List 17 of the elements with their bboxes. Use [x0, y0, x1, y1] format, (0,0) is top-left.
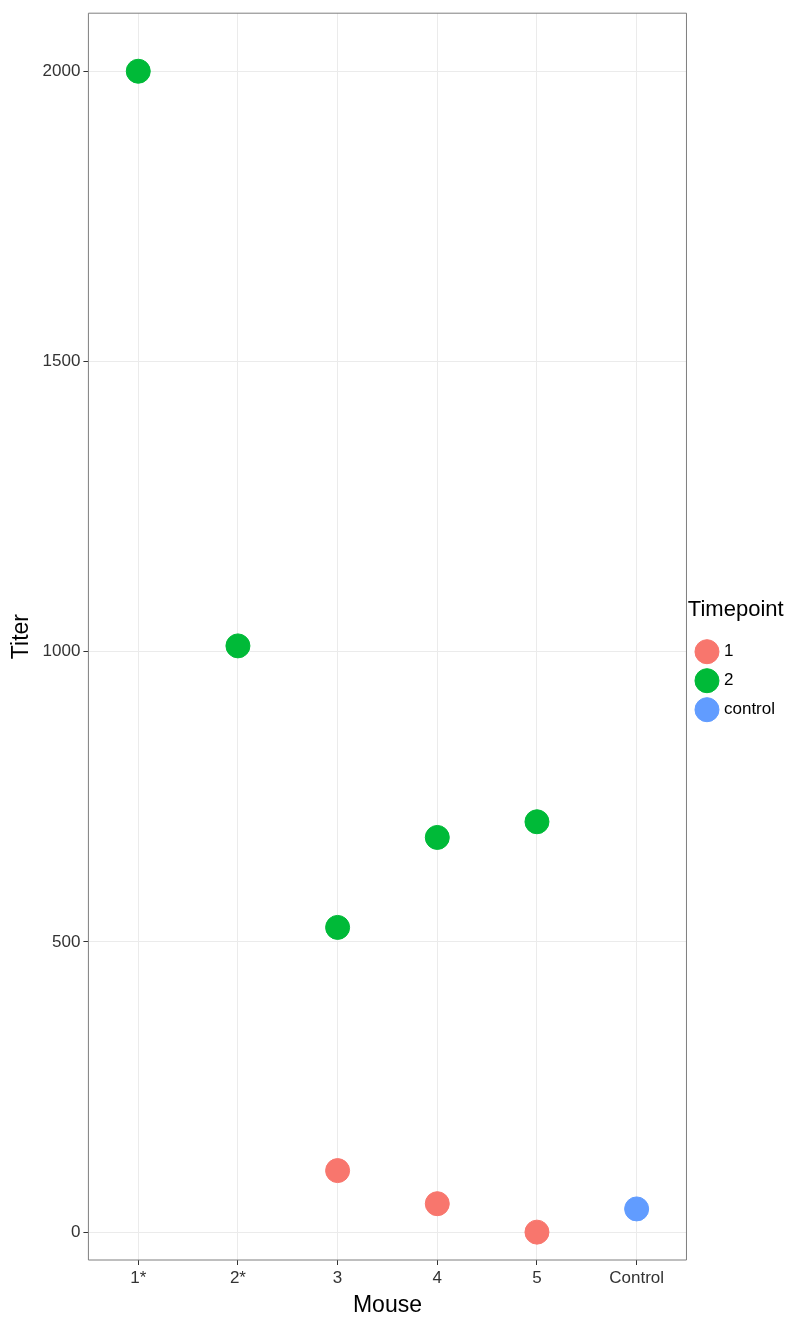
x-tick-label: 4 [432, 1267, 443, 1287]
y-tick-label: 500 [52, 931, 81, 951]
y-tick-label: 1000 [42, 641, 81, 661]
x-tick-label: 5 [532, 1267, 542, 1287]
x-axis-title: Mouse [352, 1290, 422, 1317]
x-tick-label: 3 [332, 1267, 343, 1287]
x-tick-label: 1* [130, 1267, 147, 1287]
y-tick-label: 1500 [42, 351, 81, 371]
x-tick-label: Control [609, 1267, 665, 1287]
legend-title: Timepoint [687, 595, 784, 621]
legend-label: 1 [723, 641, 734, 661]
y-axis-title: Titer [7, 613, 34, 660]
legend-label: control [723, 699, 776, 719]
y-tick-label: 0 [70, 1221, 81, 1241]
y-tick-label: 2000 [42, 60, 81, 80]
legend-label: 2 [723, 670, 734, 690]
x-tick-label: 2* [229, 1267, 247, 1287]
